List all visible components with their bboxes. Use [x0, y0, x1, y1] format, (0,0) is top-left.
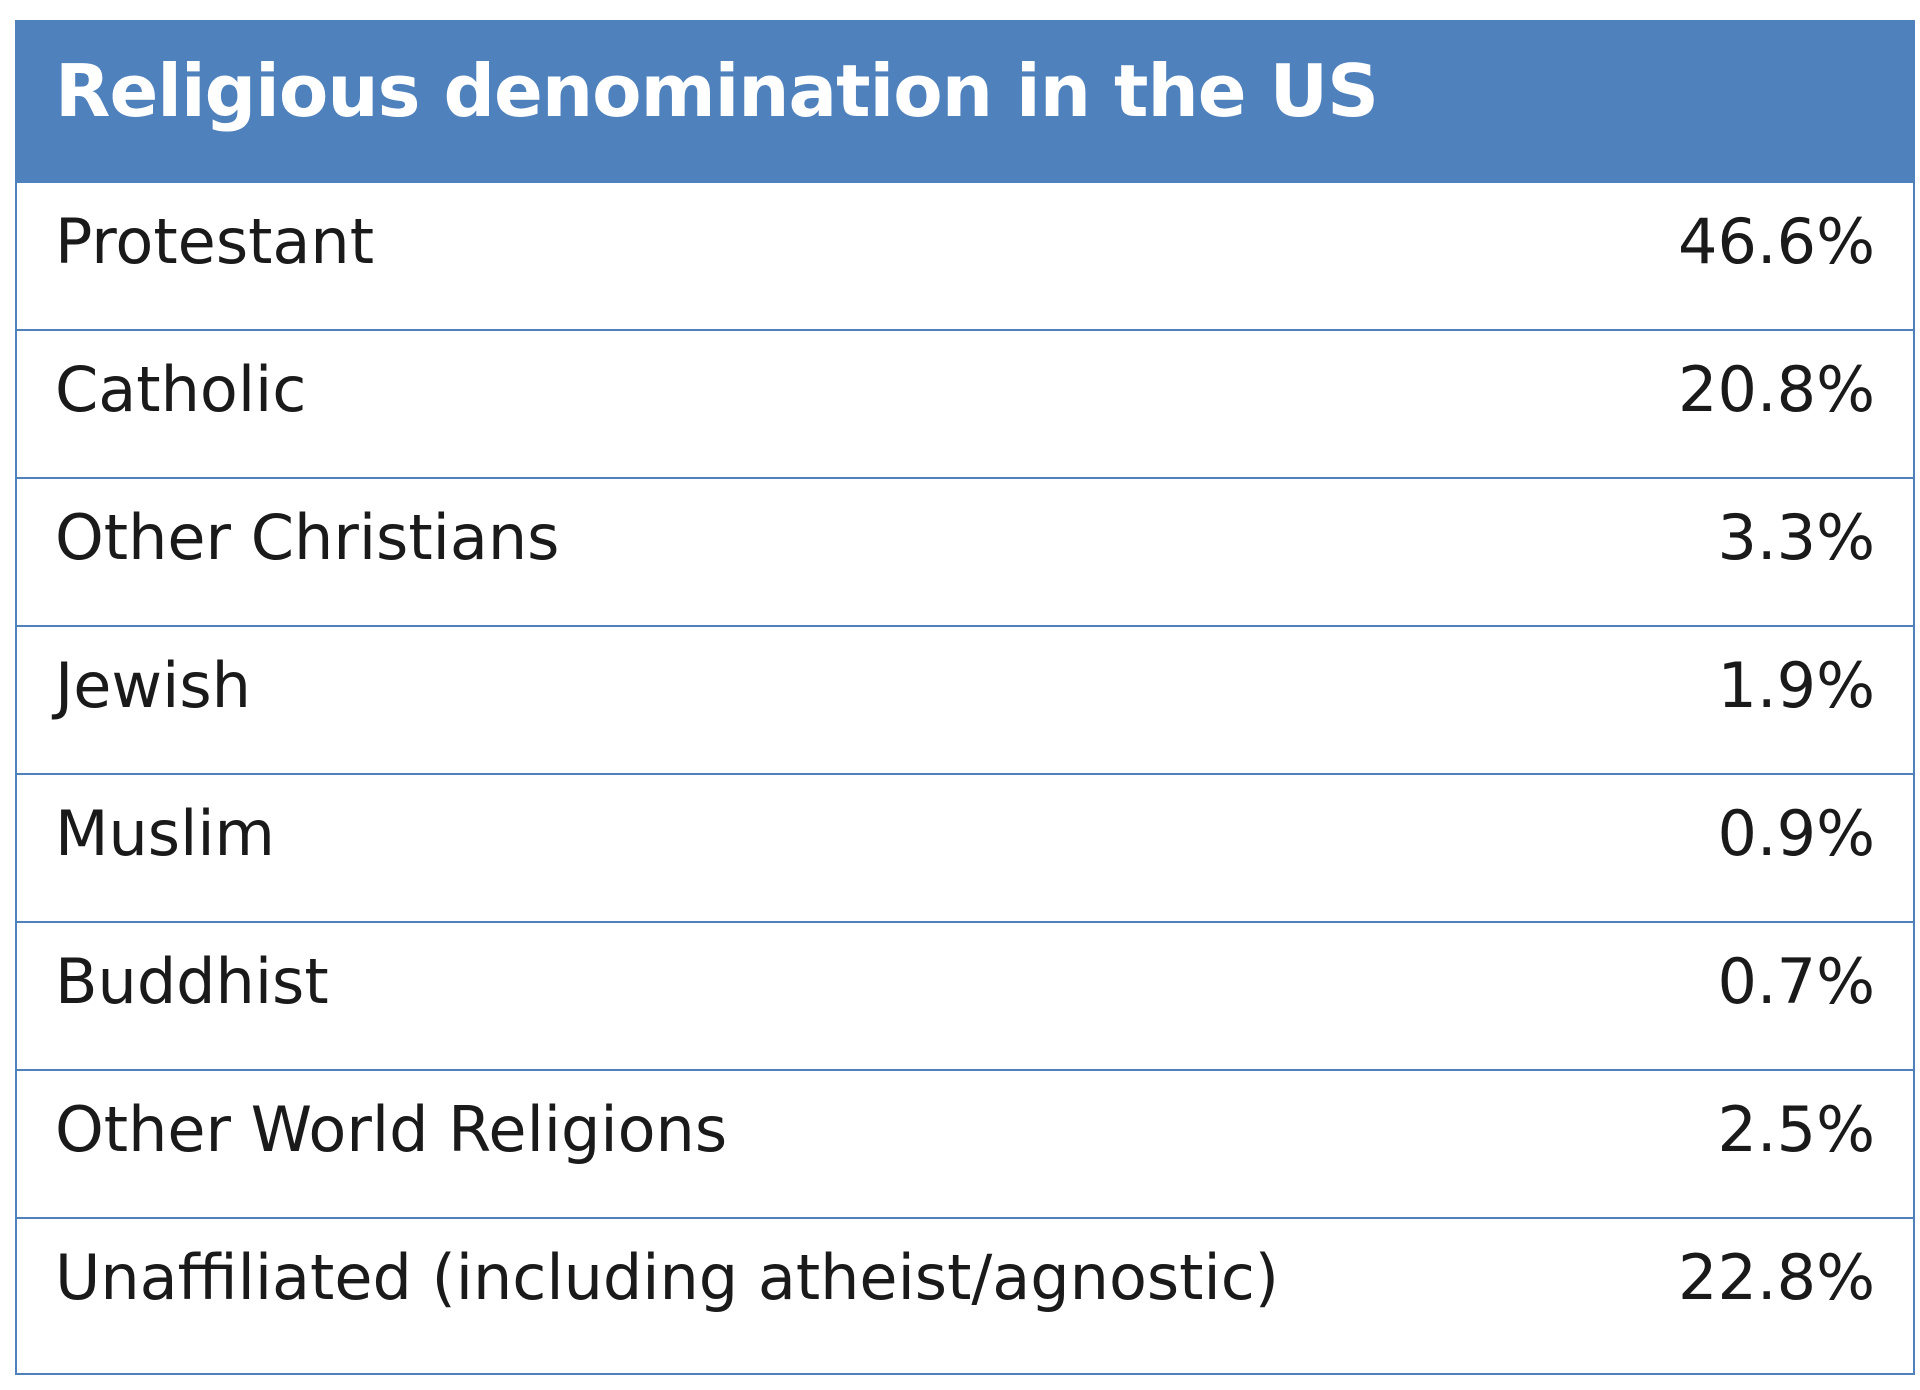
row-value: 46.6% — [1678, 204, 1875, 278]
row-value: 2.5% — [1717, 1092, 1875, 1166]
table-row: Buddhist 0.7% — [17, 921, 1913, 1069]
row-label: Other Christians — [55, 500, 560, 574]
table-row: Protestant 46.6% — [17, 183, 1913, 329]
row-label: Protestant — [55, 204, 375, 278]
row-value: 3.3% — [1717, 500, 1875, 574]
table-row: Catholic 20.8% — [17, 329, 1913, 477]
row-value: 0.7% — [1717, 944, 1875, 1018]
table-row: Other World Religions 2.5% — [17, 1069, 1913, 1217]
row-value: 0.9% — [1717, 796, 1875, 870]
table-row: Jewish 1.9% — [17, 625, 1913, 773]
row-label: Other World Religions — [55, 1092, 728, 1166]
row-label: Muslim — [55, 796, 275, 870]
row-value: 20.8% — [1678, 352, 1875, 426]
row-value: 22.8% — [1678, 1240, 1875, 1314]
row-value: 1.9% — [1717, 648, 1875, 722]
row-label: Buddhist — [55, 944, 329, 1018]
table-header: Religious denomination in the US — [17, 22, 1913, 183]
row-label: Jewish — [55, 648, 251, 722]
table-row: Other Christians 3.3% — [17, 477, 1913, 625]
table-body: Protestant 46.6% Catholic 20.8% Other Ch… — [17, 183, 1913, 1365]
table-row: Muslim 0.9% — [17, 773, 1913, 921]
table-title: Religious denomination in the US — [55, 48, 1379, 133]
table-row: Unaffiliated (including atheist/agnostic… — [17, 1217, 1913, 1365]
denomination-table: Religious denomination in the US Protest… — [15, 20, 1915, 1375]
row-label: Unaffiliated (including atheist/agnostic… — [55, 1240, 1279, 1314]
row-label: Catholic — [55, 352, 307, 426]
